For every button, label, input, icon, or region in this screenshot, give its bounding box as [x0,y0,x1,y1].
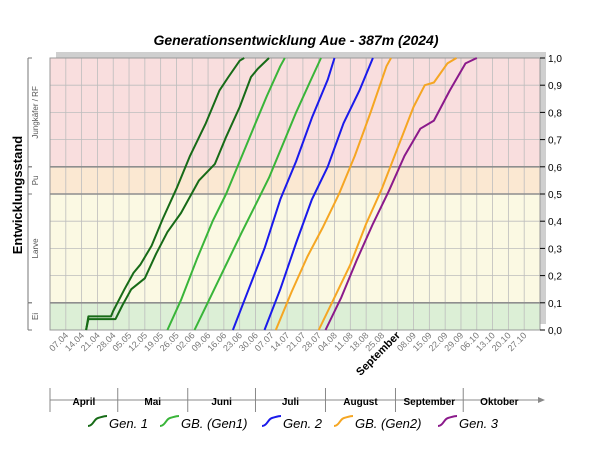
month-label: August [343,397,378,408]
y-tick-labels: 0,0 0,1 0,2 0,3 0,4 0,5 0,6 0,7 0,8 0,9 1,0 [540,54,562,337]
y-tick-label: 0,6 [548,163,562,174]
series-line [324,57,478,331]
stage-label: Pu [31,176,40,186]
legend-swatch [159,415,180,427]
legend-swatch [437,415,458,427]
month-label: September [404,397,456,408]
month-label: Juli [282,397,299,408]
legend-label: Gen. 2 [283,416,323,431]
legend-label: Gen. 1 [109,416,148,431]
series-group [85,57,478,331]
stage-band [50,302,540,330]
month-axis-arrow [538,397,545,403]
stage-boundaries [50,166,540,304]
series-line [231,57,336,331]
month-label: Oktober [480,397,518,408]
chart-title: Generationsentwicklung Aue - 387m (2024) [153,32,438,48]
stage-label: Larve [31,238,40,259]
legend-label: GB. (Gen2) [355,416,421,431]
x-tick-labels: 07.0414.0421.0428.0405.0512.0519.0526.05… [47,329,528,378]
y-tick-label: 0,1 [548,299,562,310]
series-line [166,57,286,331]
stage-band [50,166,540,194]
series-line [317,57,458,331]
series-line [85,57,245,331]
legend-swatch [333,415,354,427]
legend-swatch [261,415,282,427]
stage-label: Ei [31,313,40,320]
y-tick-label: 0,0 [548,326,562,337]
y-tick-label: 0,5 [548,190,562,201]
legend-label: GB. (Gen1) [181,416,247,431]
month-label: April [72,397,95,408]
y-tick-label: 0,7 [548,136,562,147]
y-tick-label: 0,3 [548,244,562,255]
month-label: Mai [144,397,161,408]
legend-swatch [87,415,108,427]
series-line [85,57,270,331]
y-tick-label: 0,4 [548,217,562,228]
y-tick-label: 1,0 [548,54,562,65]
y-axis-label: Entwicklungsstand [10,136,25,255]
legend: Gen. 1 GB. (Gen1) Gen. 2 GB. (Gen2) Gen. 3 [87,415,499,431]
legend-label: Gen. 3 [459,416,499,431]
y-tick-label: 0,9 [548,81,562,92]
y-tick-label: 0,8 [548,108,562,119]
y-tick-label: 0,2 [548,272,562,283]
series-line [263,57,374,331]
month-label: Juni [211,397,232,408]
month-axis: April Mai Juni Juli August September Oktober [49,388,545,412]
series-line [274,57,392,331]
stage-label: Jungkäfer / RF [31,86,40,139]
series-line [193,57,322,331]
